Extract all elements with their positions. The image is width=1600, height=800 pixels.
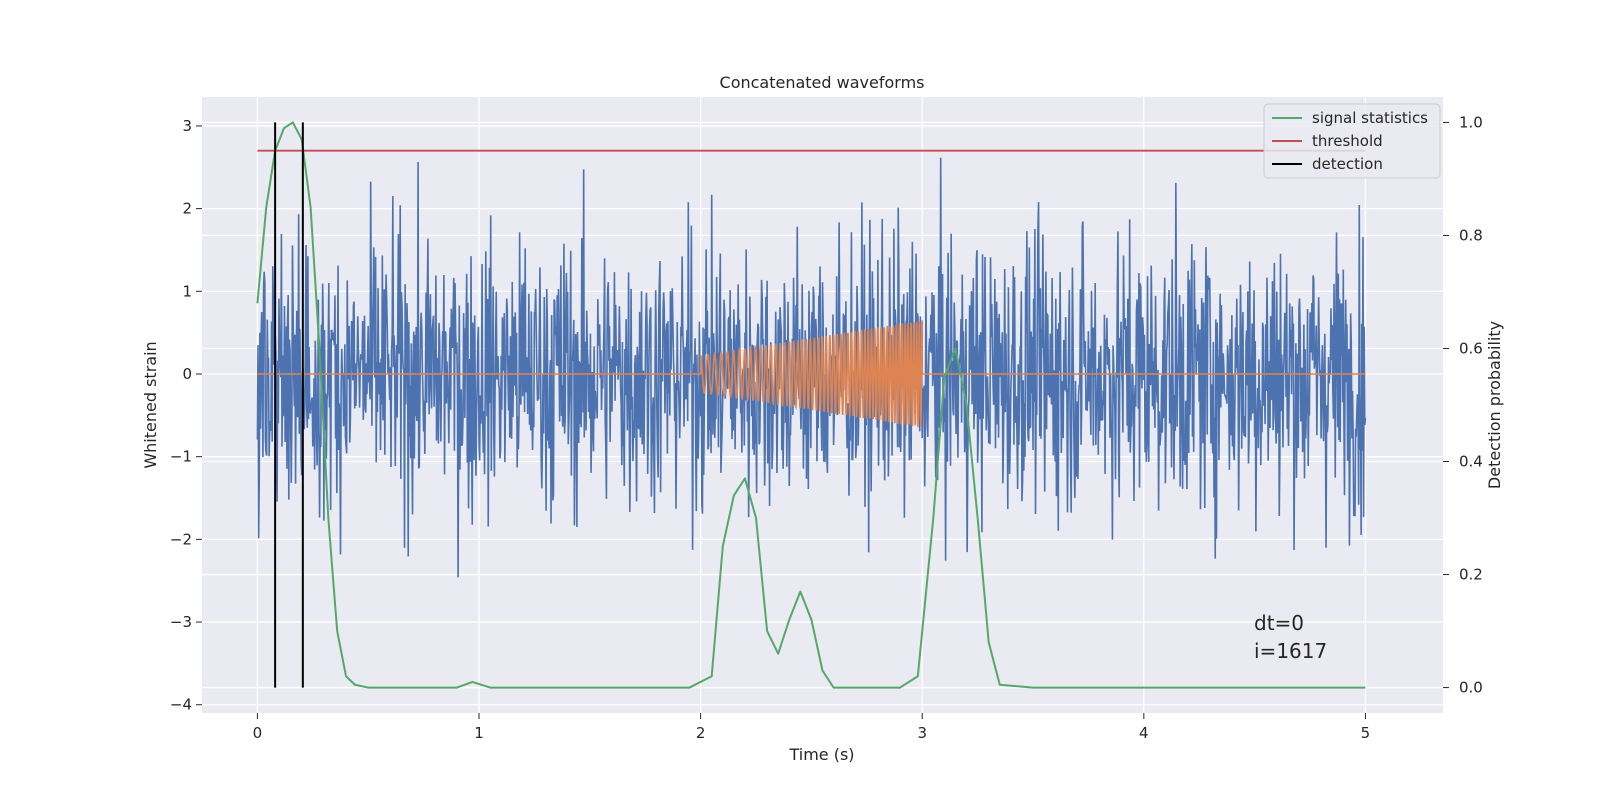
y-tick-label: −4	[170, 696, 192, 714]
tick-labels: 0 1 2 3 4 5 −4 −3 −2 −1 0 1 2 3 0.0 0.2 0.4 0.6 0.8 1.0	[170, 113, 1483, 742]
y-tick-label: 0	[182, 365, 192, 383]
y-tick-label: −2	[170, 530, 192, 548]
y-right-tick-label: 1.0	[1459, 113, 1483, 131]
x-tick-label: 0	[253, 724, 263, 742]
y-axis-right-label: Detection probability	[1485, 321, 1504, 489]
x-tick-label: 4	[1139, 724, 1149, 742]
y-right-tick-label: 0.4	[1459, 453, 1483, 471]
y-tick-label: 3	[182, 117, 192, 135]
x-tick-label: 3	[917, 724, 927, 742]
y-right-tick-label: 0.8	[1459, 226, 1483, 244]
x-tick-label: 1	[474, 724, 484, 742]
annotation-dt: dt=0	[1254, 611, 1304, 635]
x-tick-label: 2	[696, 724, 706, 742]
strain-series	[256, 157, 1367, 578]
detection-series	[274, 122, 304, 688]
y-right-tick-label: 0.0	[1459, 679, 1483, 697]
y-right-tick-label: 0.6	[1459, 339, 1483, 357]
legend-label: detection	[1312, 155, 1383, 173]
x-tick-label: 5	[1361, 724, 1371, 742]
annotation-i: i=1617	[1254, 639, 1327, 663]
y-tick-label: 2	[182, 200, 192, 218]
injection-line	[257, 320, 1366, 428]
signal-statistics-line	[256, 121, 1366, 689]
y-right-tick-label: 0.2	[1459, 566, 1483, 584]
y-axis-label: Whitened strain	[141, 341, 160, 468]
legend-box	[1263, 103, 1441, 179]
strain-line	[256, 157, 1367, 578]
y-tick-label: −1	[170, 448, 192, 466]
signal-statistics-series	[256, 121, 1366, 689]
legend: signal statistics threshold detection	[1263, 103, 1441, 179]
legend-label: threshold	[1312, 132, 1383, 150]
y-tick-label: −3	[170, 613, 192, 631]
x-axis-label: Time (s)	[788, 745, 854, 764]
y-tick-label: 1	[182, 282, 192, 300]
injection-series	[257, 320, 1366, 428]
legend-label: signal statistics	[1312, 109, 1428, 127]
chart-title: Concatenated waveforms	[720, 73, 925, 92]
